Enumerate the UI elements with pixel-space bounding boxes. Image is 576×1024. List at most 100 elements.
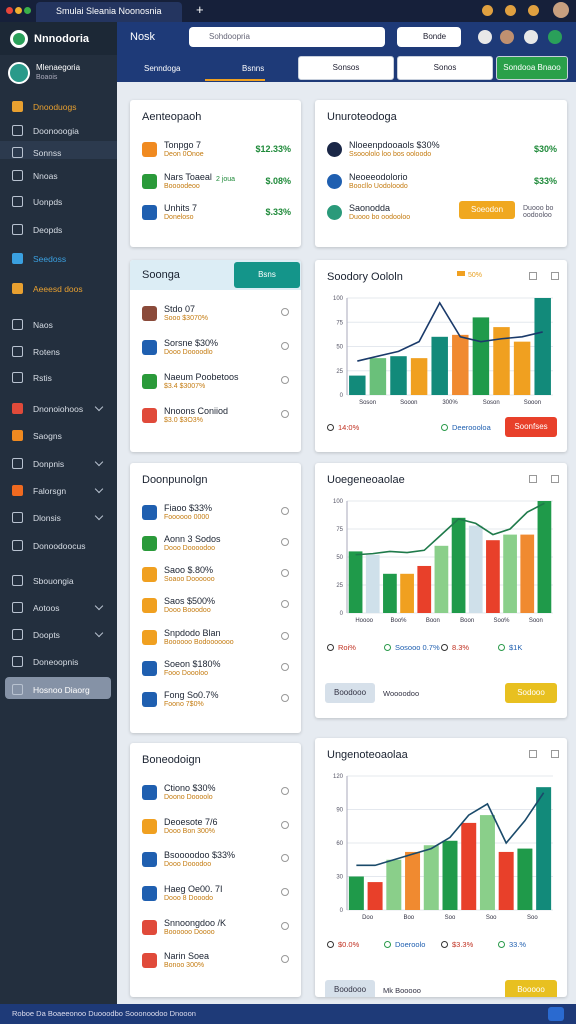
window-dot — [6, 7, 13, 14]
row-value: $12.33% — [255, 144, 291, 154]
legend-swatch — [457, 271, 465, 276]
nav-item[interactable]: Falorsgn — [33, 486, 67, 496]
y-tick-label: 25 — [336, 369, 343, 375]
chart: 0 30 60 90 120 Doo Boo Soo Soo Soo — [333, 774, 553, 921]
nav-item[interactable]: Donpnis — [33, 459, 65, 469]
footer-item: 8.3% — [452, 643, 470, 652]
account-button[interactable]: Bonde — [397, 27, 461, 47]
toolbar-tab[interactable]: Bsnns — [242, 64, 265, 73]
panel-title: Uoegeneoaolae — [327, 474, 405, 486]
trend-line — [357, 301, 543, 362]
row-title: Snpdodo Blan — [164, 627, 221, 638]
toolbar-tab[interactable]: Senndoga — [144, 64, 181, 73]
nav-item[interactable]: Dlonsis — [33, 513, 61, 523]
row-title: Nloeenpdooaols $30% — [349, 140, 440, 150]
avatar — [553, 2, 569, 18]
nav-item[interactable]: Doopts — [33, 630, 60, 640]
footer-item: $0.0% — [338, 940, 360, 949]
nav-item[interactable]: Sonnss — [33, 148, 62, 158]
panel-title: Doonpunolgn — [142, 474, 208, 486]
row-info — [281, 308, 289, 316]
row-sub: $3.0 $3O3% — [164, 417, 203, 424]
user-role: Boaois — [36, 74, 58, 81]
nav-item[interactable]: Aeeesd doos — [33, 284, 83, 294]
nav-item[interactable]: Rstis — [33, 373, 52, 383]
nav-icon — [12, 540, 23, 551]
nav-item[interactable]: Doneoopnis — [33, 657, 79, 667]
search-box[interactable]: Sohdoopria — [189, 27, 385, 47]
bar — [405, 851, 421, 910]
row-sub: Dooo Booodoo — [164, 607, 211, 615]
nav-item[interactable]: Naos — [33, 320, 53, 330]
bar — [536, 787, 552, 910]
nav-item[interactable]: Deopds — [33, 225, 63, 235]
bar — [423, 845, 439, 910]
row-info — [281, 507, 289, 515]
row-title: Stdo 07 — [164, 304, 196, 314]
row-title: Saonodda — [349, 203, 391, 214]
toolbar-button[interactable]: Sonsos — [298, 56, 394, 80]
nav-item[interactable]: Hosnoo Diaorg — [33, 685, 90, 695]
row-title: Naeum Poobetoos — [164, 372, 239, 382]
bar — [400, 573, 414, 613]
nav-item[interactable]: Uonpds — [33, 197, 63, 207]
nav-item[interactable]: Doonooogia — [33, 126, 79, 136]
footer-item: 33.% — [509, 940, 527, 949]
nav-item[interactable]: Sbouongia — [33, 576, 74, 586]
toolbar-button[interactable]: Sonos — [397, 56, 493, 80]
bar — [386, 859, 402, 910]
panel: Unuroteodoga Nloeenpdooaols $30% Ssooololo… — [315, 100, 567, 247]
nav-item[interactable]: Nnoas — [33, 171, 58, 181]
panel: Boneodoign Ctiono $30% Doono Doooolo Deoeso… — [130, 743, 301, 997]
nav-item[interactable]: Donoodoocus — [33, 541, 86, 551]
row-icon — [327, 173, 342, 189]
panel-icon — [529, 272, 537, 280]
window-dot — [15, 7, 22, 14]
nav-item[interactable]: Dnooduogs — [33, 102, 77, 112]
nav-icon — [12, 575, 23, 586]
panel-button[interactable]: Bsns — [234, 262, 300, 288]
account-label: Bonde — [423, 32, 447, 41]
row-button[interactable]: Soeodon — [459, 201, 515, 220]
bar — [383, 573, 397, 613]
nav-icon — [12, 147, 23, 158]
nav-icon — [12, 485, 23, 496]
nav-item[interactable]: Seedoss — [33, 254, 67, 264]
row-title: Soeon $180% — [164, 658, 221, 669]
nav-icon — [12, 512, 23, 523]
row-info — [281, 569, 289, 578]
footer-item: Deeroooloa — [452, 423, 491, 432]
bar — [348, 551, 363, 613]
bar — [472, 317, 490, 395]
x-tick-label: Soo — [486, 915, 497, 921]
legend-label: 50% — [468, 272, 482, 279]
x-tick-label: Sooon — [400, 400, 417, 406]
row-icon — [142, 536, 157, 552]
y-tick-label: 30 — [336, 875, 343, 881]
panel-title: Boneodoign — [142, 754, 201, 766]
nav-item[interactable]: Dnonoiohoos — [33, 404, 84, 414]
row-badge: 2 joua — [216, 175, 236, 183]
y-tick-label: 90 — [336, 808, 343, 814]
footer-text: Roboe Da Boaeeonoo Duooodbo Sooonoodoo D… — [12, 1009, 196, 1018]
note-pill: Boodooo — [325, 683, 375, 703]
action-button[interactable]: Booooo — [505, 980, 557, 997]
nav-icon — [12, 684, 23, 695]
tab-new[interactable]: + — [196, 2, 204, 17]
nav-selected — [5, 677, 111, 699]
nav-item[interactable]: Saogns — [33, 431, 62, 441]
row-icon — [142, 660, 157, 676]
action-button[interactable]: Soonfses — [505, 417, 557, 437]
toolbar-button[interactable]: Sondooa Bnaoo — [496, 56, 568, 80]
nav-item[interactable]: Rotens — [33, 347, 60, 357]
panel: Ungenoteoaolaa 0 30 60 90 120 Doo Boo Soo Soo Soo $… — [315, 738, 567, 997]
x-tick-label: Boon — [426, 618, 440, 624]
row-icon — [142, 505, 157, 520]
row-title: Sorsne $30% — [164, 338, 219, 348]
action-button[interactable]: Sodooo — [505, 683, 557, 703]
x-tick-label: Soo% — [493, 618, 510, 624]
panel: Bsns Soonga Stdo 07 Sooo $3070% Sorsne $30% D… — [130, 260, 301, 452]
y-tick-label: 75 — [336, 320, 343, 326]
nav-item[interactable]: Aotoos — [33, 603, 60, 613]
bar — [434, 545, 449, 613]
